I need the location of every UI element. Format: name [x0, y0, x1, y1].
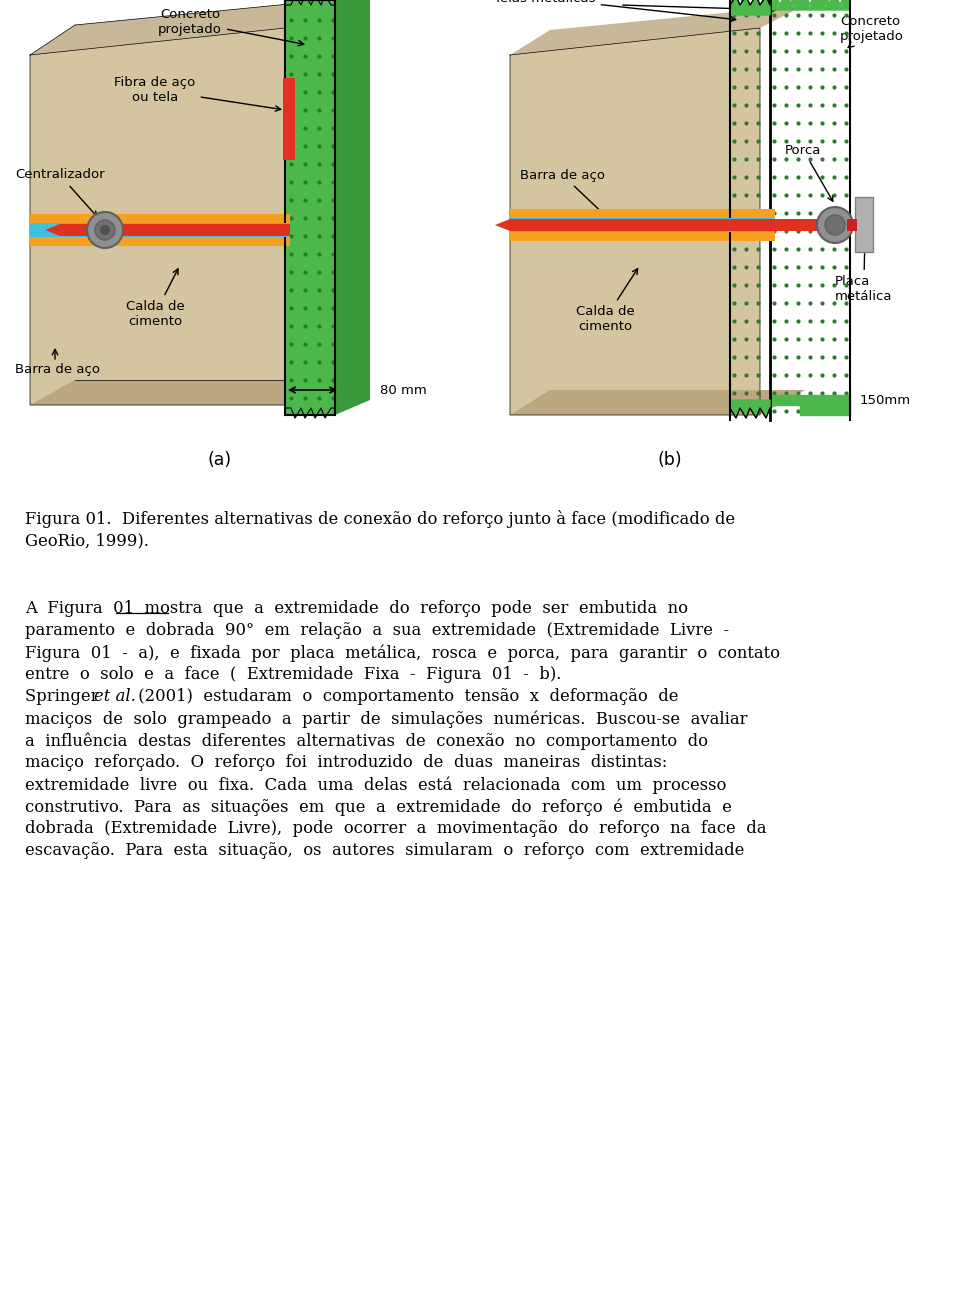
- Text: (a): (a): [208, 451, 232, 469]
- Polygon shape: [810, 0, 820, 5]
- Text: Telas metálicas: Telas metálicas: [494, 0, 735, 22]
- Polygon shape: [30, 0, 330, 56]
- Polygon shape: [30, 380, 330, 405]
- Polygon shape: [510, 5, 805, 56]
- Polygon shape: [768, 0, 770, 5]
- Polygon shape: [820, 0, 830, 5]
- Polygon shape: [790, 0, 800, 5]
- Polygon shape: [311, 0, 321, 12]
- Polygon shape: [285, 0, 335, 415]
- Text: Barra de aço: Barra de aço: [520, 168, 607, 217]
- Polygon shape: [744, 0, 750, 5]
- Text: Calda de
cimento: Calda de cimento: [126, 269, 184, 328]
- Bar: [510, 219, 775, 231]
- Polygon shape: [756, 0, 762, 5]
- Polygon shape: [800, 0, 810, 5]
- Text: maciços  de  solo  grampeado  a  partir  de  simulações  numéricas.  Buscou-se  : maciços de solo grampeado a partir de si…: [25, 710, 748, 728]
- Polygon shape: [285, 409, 335, 418]
- Polygon shape: [324, 0, 334, 12]
- Bar: [510, 209, 775, 240]
- Text: Concreto
projetado: Concreto projetado: [840, 16, 904, 48]
- Bar: [30, 222, 290, 237]
- Text: 150mm: 150mm: [860, 393, 911, 406]
- Circle shape: [87, 212, 123, 248]
- Polygon shape: [45, 224, 60, 237]
- Polygon shape: [298, 0, 308, 12]
- Circle shape: [95, 220, 115, 240]
- Polygon shape: [495, 219, 510, 231]
- Bar: [855, 197, 873, 252]
- Bar: [30, 215, 290, 246]
- Text: (b): (b): [658, 451, 683, 469]
- Text: a  influência  destas  diferentes  alternativas  de  conexão  no  comportamento : a influência destas diferentes alternati…: [25, 732, 708, 750]
- Bar: [510, 219, 850, 231]
- Bar: [847, 219, 857, 231]
- Text: A  Figura  01  mostra  que  a  extremidade  do  reforço  pode  ser  embutida  no: A Figura 01 mostra que a extremidade do …: [25, 600, 688, 617]
- Bar: [60, 224, 290, 237]
- Text: Centralizador: Centralizador: [15, 168, 105, 217]
- Text: Concreto
projetado: Concreto projetado: [158, 8, 303, 45]
- Polygon shape: [770, 0, 850, 10]
- Text: Calda de
cimento: Calda de cimento: [576, 269, 637, 334]
- Text: Barra de aço: Barra de aço: [15, 363, 100, 376]
- Polygon shape: [738, 0, 744, 5]
- Circle shape: [100, 225, 110, 235]
- Text: Porca: Porca: [785, 144, 833, 202]
- Polygon shape: [285, 0, 335, 5]
- Polygon shape: [770, 394, 850, 415]
- Text: GeoRio, 1999).: GeoRio, 1999).: [25, 531, 149, 550]
- Text: Figura 01.  Diferentes alternativas de conexão do reforço junto à face (modifica: Figura 01. Diferentes alternativas de co…: [25, 509, 735, 528]
- Text: entre  o  solo  e  a  face  (  Extremidade  Fixa  -  Figura  01  -  b).: entre o solo e a face ( Extremidade Fixa…: [25, 666, 562, 683]
- Text: et al.: et al.: [94, 688, 136, 705]
- Polygon shape: [750, 0, 756, 5]
- Polygon shape: [762, 0, 768, 5]
- Text: dobrada  (Extremidade  Livre),  pode  ocorrer  a  movimentação  do  reforço  na : dobrada (Extremidade Livre), pode ocorre…: [25, 820, 766, 837]
- Polygon shape: [840, 0, 850, 5]
- Polygon shape: [730, 400, 770, 418]
- Polygon shape: [335, 0, 370, 415]
- Text: escavação.  Para  esta  situação,  os  autores  simularam  o  reforço  com  extr: escavação. Para esta situação, os autore…: [25, 842, 744, 859]
- Polygon shape: [30, 28, 285, 405]
- Text: 80 mm: 80 mm: [380, 384, 427, 397]
- Text: extremidade  livre  ou  fixa.  Cada  uma  delas  está  relacionada  com  um  pro: extremidade livre ou fixa. Cada uma dela…: [25, 776, 727, 794]
- Polygon shape: [830, 0, 840, 5]
- Polygon shape: [780, 0, 790, 5]
- Text: Placa
metálica: Placa metálica: [835, 239, 893, 303]
- Polygon shape: [770, 0, 780, 5]
- Polygon shape: [285, 0, 295, 8]
- Text: Figura  01  -  a),  e  fixada  por  placa  metálica,  rosca  e  porca,  para  ga: Figura 01 - a), e fixada por placa metál…: [25, 644, 780, 662]
- Text: paramento  e  dobrada  90°  em  relação  a  sua  extremidade  (Extremidade  Livr: paramento e dobrada 90° em relação a sua…: [25, 622, 730, 639]
- Polygon shape: [510, 390, 805, 415]
- Polygon shape: [510, 28, 760, 415]
- Polygon shape: [730, 0, 738, 5]
- Text: (2001)  estudaram  o  comportamento  tensão  x  deformação  de: (2001) estudaram o comportamento tensão …: [133, 688, 679, 705]
- Bar: [283, 78, 295, 160]
- Polygon shape: [730, 0, 770, 16]
- Text: Springer: Springer: [25, 688, 104, 705]
- Circle shape: [817, 207, 853, 243]
- Text: maciço  reforçado.  O  reforço  foi  introduzido  de  duas  maneiras  distintas:: maciço reforçado. O reforço foi introduz…: [25, 754, 667, 771]
- Circle shape: [825, 215, 845, 235]
- Text: Fibra de aço
ou tela: Fibra de aço ou tela: [114, 76, 280, 111]
- Text: construtivo.  Para  as  situações  em  que  a  extremidade  do  reforço  é  embu: construtivo. Para as situações em que a …: [25, 798, 732, 816]
